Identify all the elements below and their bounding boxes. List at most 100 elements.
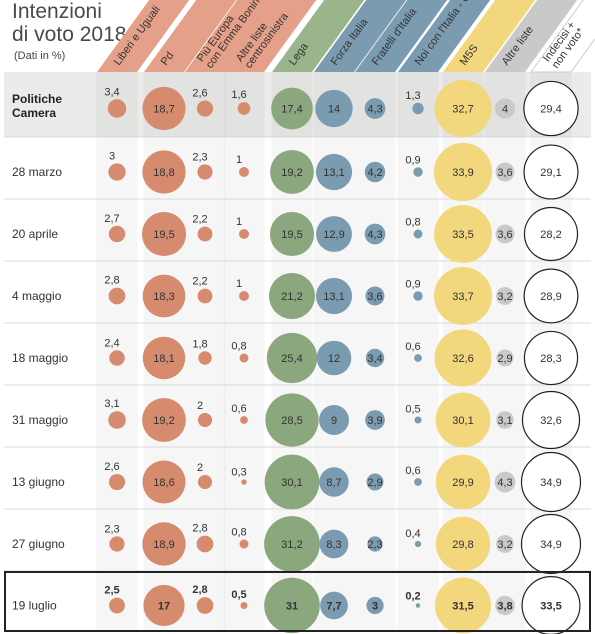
data-label: 14 [328, 104, 340, 116]
data-label: 3,6 [497, 229, 512, 241]
data-label: 29,8 [452, 539, 473, 551]
data-bubble [109, 350, 125, 366]
data-bubble [142, 86, 186, 131]
data-label: 2,8 [192, 523, 207, 535]
series-header-band [185, 0, 278, 72]
data-bubble [142, 522, 186, 566]
data-label: 33,5 [540, 601, 561, 613]
series-header-band [272, 0, 365, 72]
data-label: 2,2 [192, 214, 207, 226]
data-bubble [413, 229, 423, 239]
data-label: 3,6 [367, 291, 382, 303]
data-bubble [197, 164, 213, 180]
data-bubble [109, 597, 125, 614]
data-bubble [315, 89, 353, 128]
data-label: 2,6 [104, 461, 119, 473]
data-bubble [240, 416, 248, 424]
data-label: 18,3 [153, 291, 174, 303]
data-bubble [143, 584, 185, 627]
data-bubble [366, 473, 384, 491]
data-bubble [496, 535, 514, 553]
data-bubble [415, 603, 421, 608]
data-label: 1 [236, 154, 242, 166]
series-header-band [398, 0, 491, 72]
data-label: 32,6 [540, 415, 561, 427]
data-bubble [414, 478, 422, 486]
data-bubble [108, 411, 126, 429]
data-label: 3,4 [104, 86, 119, 98]
data-bubble [435, 392, 491, 448]
data-bubble [241, 479, 247, 485]
data-bubble [496, 287, 514, 305]
data-bubble [413, 167, 423, 177]
data-label: 34,9 [540, 539, 561, 551]
series-header-band [314, 0, 407, 72]
data-bubble [239, 229, 249, 239]
data-label: 0,9 [405, 278, 420, 290]
data-bubble [364, 161, 386, 183]
data-bubble [364, 98, 386, 119]
data-bubble [365, 286, 385, 306]
data-bubble [435, 454, 491, 510]
data-bubble [239, 167, 249, 177]
data-label: 28,9 [540, 291, 561, 303]
data-bubble [367, 536, 383, 552]
data-bubble [364, 223, 386, 245]
data-bubble [142, 336, 186, 380]
row-label: 18 maggio [12, 351, 68, 365]
data-label: 1,8 [192, 338, 207, 350]
data-bubble [264, 577, 320, 634]
data-bubble [237, 102, 251, 115]
data-label: 13,1 [323, 291, 344, 303]
data-label: 3,6 [497, 167, 512, 179]
data-label: 32,7 [452, 104, 473, 116]
data-bubble [108, 163, 126, 181]
row-label: 13 giugno [12, 475, 65, 489]
data-label: 28,3 [540, 353, 561, 365]
data-label: 3,4 [367, 353, 382, 365]
data-label: 18,9 [153, 539, 174, 551]
data-bubble [495, 224, 515, 244]
data-bubble [434, 79, 492, 138]
data-label: 3,9 [367, 415, 382, 427]
row-label: 28 marzo [12, 165, 62, 179]
chart-subtitle: (Dati in %) [14, 50, 66, 62]
data-label: 29,1 [540, 167, 561, 179]
data-label: 30,1 [452, 415, 473, 427]
data-bubble [433, 142, 493, 202]
data-bubble [319, 529, 349, 559]
data-bubble [520, 451, 582, 513]
data-label: 31 [286, 601, 298, 613]
data-bubble [521, 576, 581, 634]
data-label: 2,3 [104, 523, 119, 535]
data-label: 33,5 [452, 229, 473, 241]
data-label: 1 [236, 278, 242, 290]
data-label: 0,4 [405, 528, 420, 540]
data-label: 33,9 [452, 167, 473, 179]
data-bubble [494, 471, 516, 493]
data-label: 0,5 [231, 589, 246, 601]
data-bubble [108, 225, 126, 243]
data-label: 8,3 [326, 539, 341, 551]
data-bubble [239, 353, 249, 363]
data-bubble [108, 287, 126, 305]
data-bubble [107, 99, 127, 118]
chart-title-line1: Intenzioni [12, 0, 102, 23]
data-label: 19,2 [153, 415, 174, 427]
row-label: 20 aprile [12, 227, 58, 241]
data-bubble [495, 162, 515, 182]
row-label: 31 maggio [12, 413, 68, 427]
data-label: 17,4 [281, 104, 302, 116]
data-bubble [365, 348, 385, 368]
data-bubble [413, 291, 423, 301]
data-bubble [495, 595, 515, 616]
data-label: 4 [502, 104, 508, 116]
data-label: 28,2 [540, 229, 561, 241]
data-label: 3,2 [497, 539, 512, 551]
data-bubble [366, 596, 384, 615]
series-header-band [485, 0, 578, 72]
data-label: 2,8 [104, 275, 119, 287]
data-label: 2,2 [192, 276, 207, 288]
data-label: 2 [197, 462, 203, 474]
data-label: 0,6 [405, 465, 420, 477]
